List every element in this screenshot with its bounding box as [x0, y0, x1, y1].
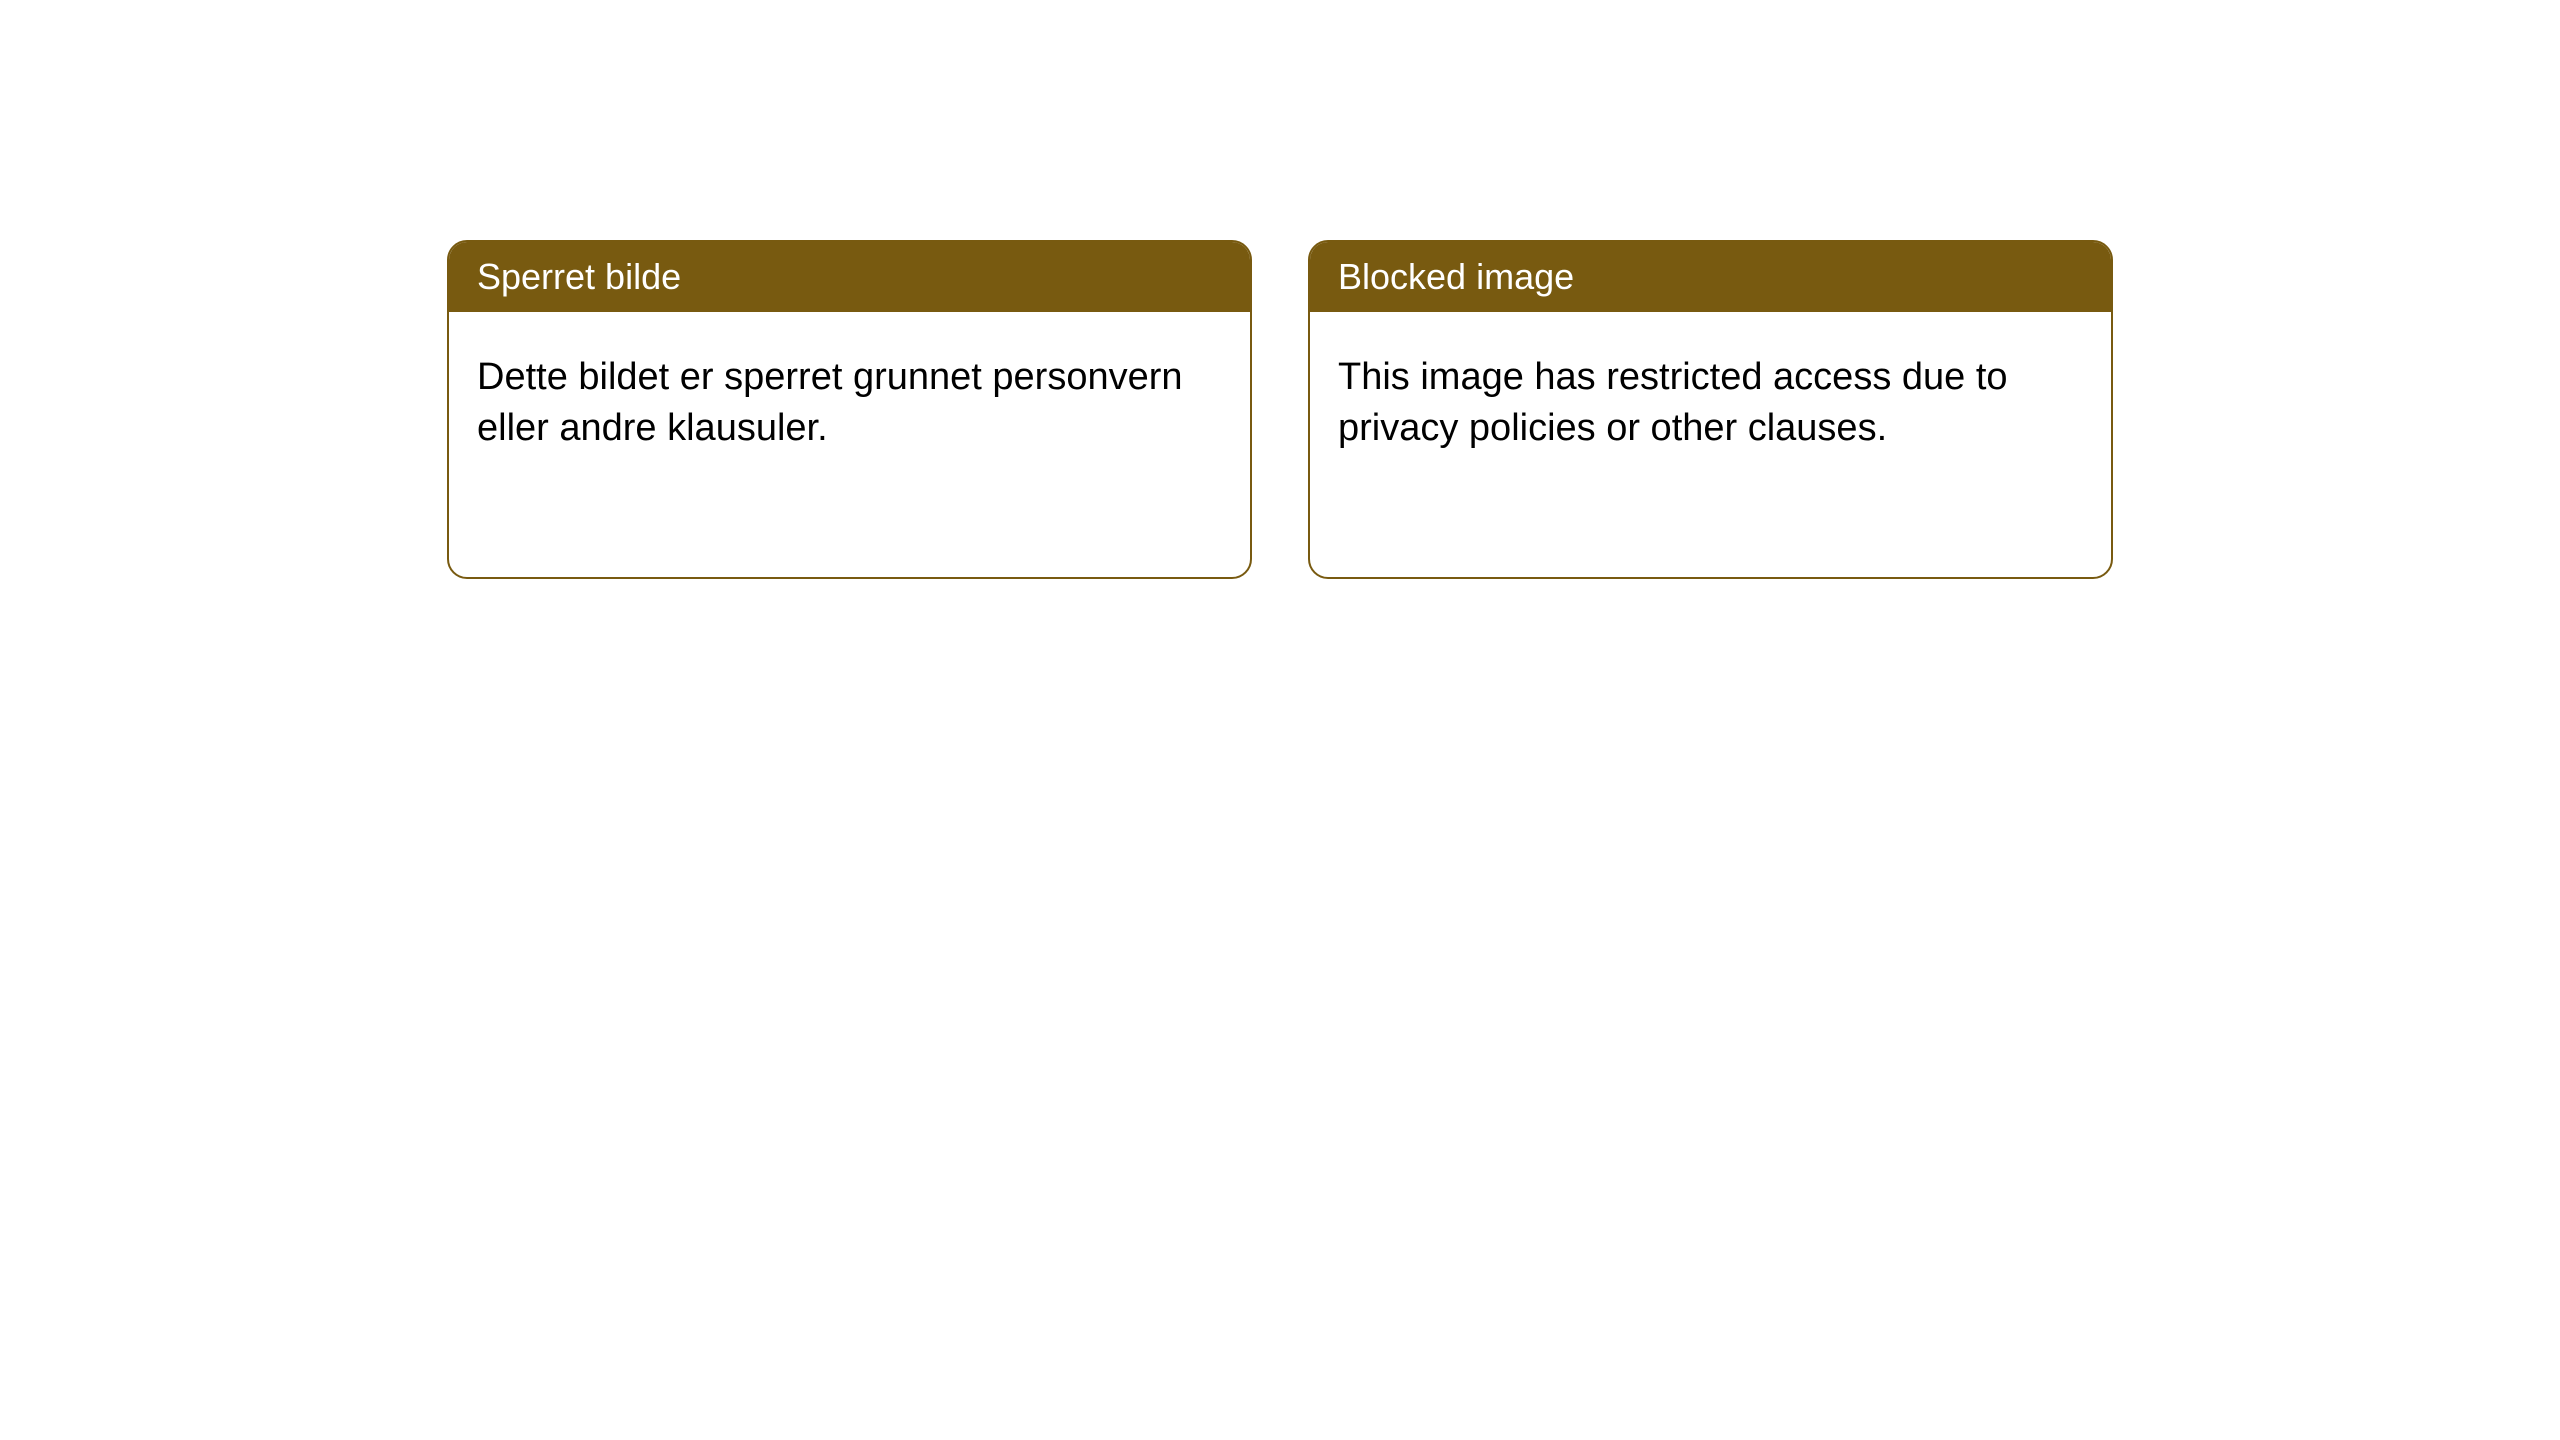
- card-title: Sperret bilde: [477, 256, 681, 297]
- card-body: Dette bildet er sperret grunnet personve…: [449, 312, 1250, 483]
- notice-card-no: Sperret bilde Dette bildet er sperret gr…: [447, 240, 1252, 579]
- card-body-text: This image has restricted access due to …: [1338, 356, 2008, 449]
- notice-card-en: Blocked image This image has restricted …: [1308, 240, 2113, 579]
- card-body-text: Dette bildet er sperret grunnet personve…: [477, 356, 1183, 449]
- card-body: This image has restricted access due to …: [1310, 312, 2111, 483]
- card-header: Blocked image: [1310, 242, 2111, 312]
- notice-card-row: Sperret bilde Dette bildet er sperret gr…: [447, 240, 2113, 579]
- card-header: Sperret bilde: [449, 242, 1250, 312]
- card-title: Blocked image: [1338, 256, 1574, 297]
